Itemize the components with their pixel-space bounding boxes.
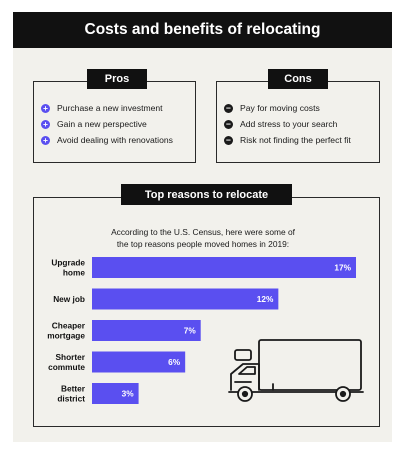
- cons-item: − Pay for moving costs: [224, 103, 320, 113]
- bar: [92, 257, 356, 278]
- cons-item: − Risk not finding the perfect fit: [224, 135, 351, 145]
- pros-item-label: Gain a new perspective: [57, 119, 147, 129]
- bar-value-label: 3%: [122, 389, 135, 399]
- bar: [92, 288, 279, 310]
- cons-heading: Cons: [268, 69, 328, 89]
- cons-item-label: Add stress to your search: [240, 119, 338, 129]
- minus-circle-icon: −: [224, 135, 233, 145]
- bar: [92, 320, 201, 341]
- category-label: New job: [53, 294, 85, 304]
- category-label: Shorter commute: [48, 352, 86, 372]
- plus-circle-icon: +: [41, 119, 50, 129]
- page-title: Costs and benefits of relocating: [13, 12, 392, 48]
- plus-circle-icon: +: [41, 135, 50, 145]
- pros-item: + Gain a new perspective: [41, 119, 147, 129]
- bar-value-label: 12%: [257, 294, 274, 304]
- cons-item-label: Pay for moving costs: [240, 103, 320, 113]
- category-label: Cheaper mortgage: [47, 321, 86, 341]
- cons-item-label: Risk not finding the perfect fit: [240, 135, 351, 145]
- bar-value-label: 6%: [168, 357, 181, 367]
- moving-truck-icon: [228, 339, 364, 402]
- reasons-heading: Top reasons to relocate: [121, 184, 292, 205]
- pros-item-label: Avoid dealing with renovations: [57, 135, 173, 145]
- plus-circle-icon: +: [41, 103, 50, 113]
- pros-item-label: Purchase a new investment: [57, 103, 163, 113]
- bar-value-label: 7%: [184, 326, 197, 336]
- category-label: Upgrade home: [51, 258, 85, 278]
- infographic-card: Costs and benefits of relocating Pros + …: [13, 12, 392, 442]
- reasons-intro: According to the U.S. Census, here were …: [33, 226, 373, 250]
- bar-value-label: 17%: [334, 263, 351, 273]
- bar: [92, 383, 139, 404]
- minus-circle-icon: −: [224, 119, 233, 129]
- pros-heading: Pros: [87, 69, 147, 89]
- cons-item: − Add stress to your search: [224, 119, 337, 129]
- category-label: Better district: [57, 384, 85, 404]
- reasons-intro-line: the top reasons people moved homes in 20…: [116, 239, 290, 249]
- reasons-bar-chart: 17% Upgrade home 12% New job 7% Cheaper mortgag…: [47, 257, 364, 404]
- minus-circle-icon: −: [224, 103, 233, 113]
- pros-item: + Purchase a new investment: [41, 103, 163, 113]
- pros-item: + Avoid dealing with renovations: [41, 135, 173, 145]
- reasons-intro-line: According to the U.S. Census, here were …: [111, 227, 295, 237]
- bar: [92, 351, 186, 373]
